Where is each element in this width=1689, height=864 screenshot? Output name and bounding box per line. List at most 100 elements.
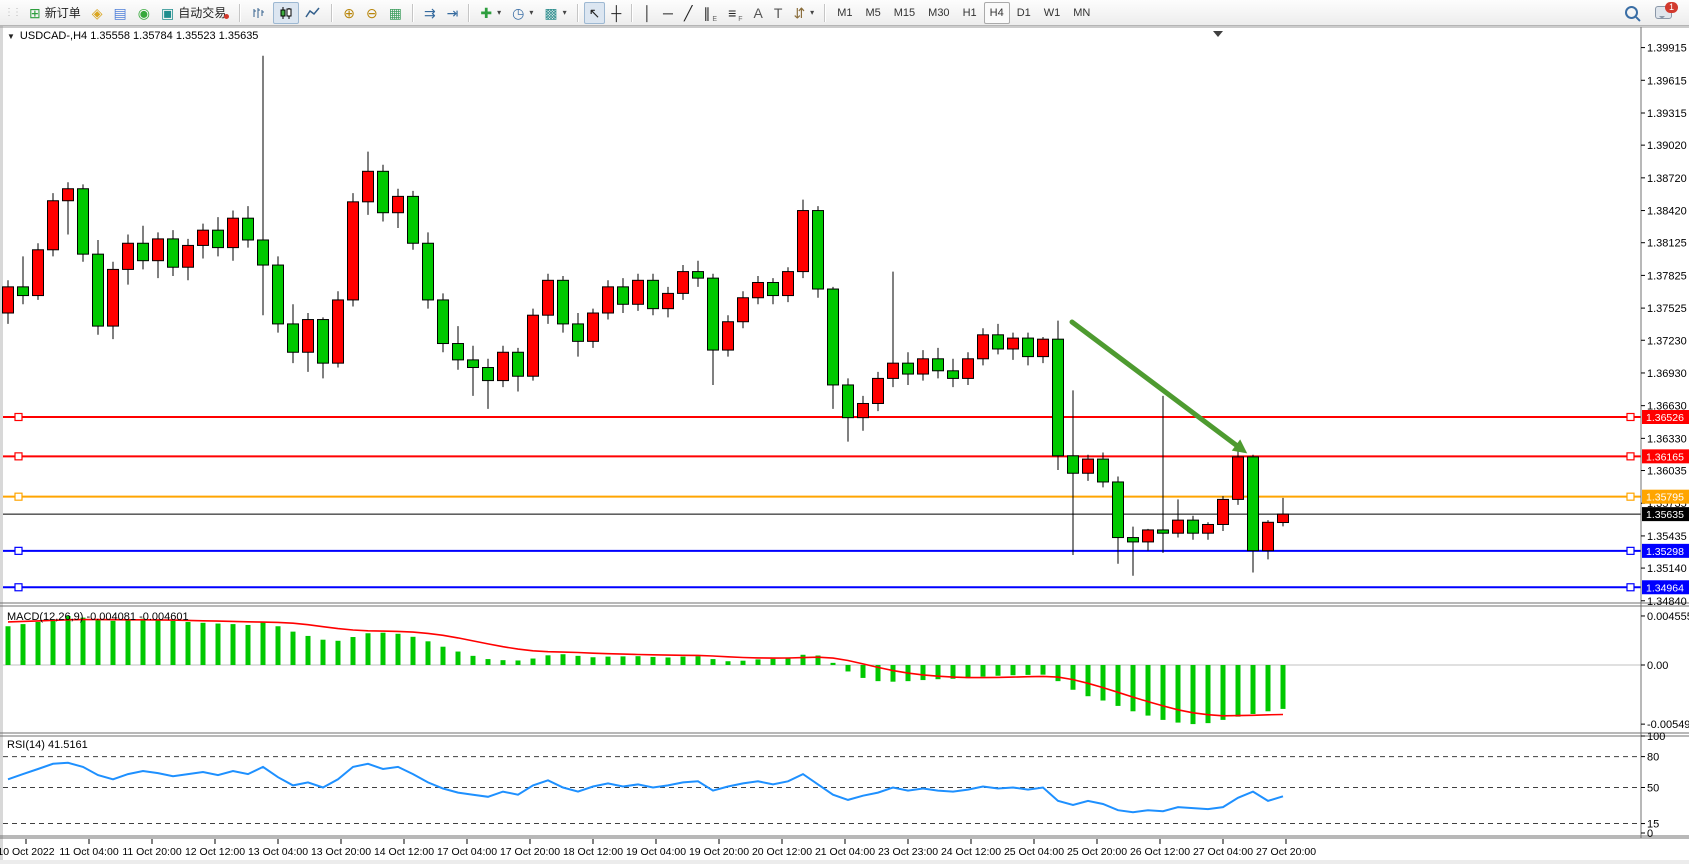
cursor-button[interactable]: ↖ [583, 1, 606, 24]
svg-text:1.36330: 1.36330 [1647, 433, 1687, 445]
horizontal-line-button[interactable]: ─ [658, 2, 678, 24]
rsi-label: RSI(14) 41.5161 [7, 739, 88, 751]
time-label: 19 Oct 20:00 [689, 846, 749, 858]
time-label: 11 Oct 04:00 [59, 846, 119, 858]
macd-histogram-bar [1055, 665, 1061, 682]
auto-scroll-button[interactable]: ⇉ [419, 2, 441, 24]
macd-histogram-bar [860, 665, 866, 678]
time-label: 24 Oct 12:00 [941, 846, 1001, 858]
indicators-button[interactable]: ✚ ▾ [475, 2, 506, 24]
macd-histogram-bar [440, 646, 446, 665]
window-left-edge [0, 26, 3, 864]
line-handle[interactable] [14, 452, 23, 461]
time-label: 27 Oct 20:00 [1256, 846, 1316, 858]
hline-1.36526[interactable] [3, 412, 1641, 422]
price-tag-1.35795: 1.35795 [1642, 489, 1689, 504]
macd-histogram-bar [485, 659, 491, 665]
bar-chart-icon [253, 7, 265, 18]
rsi-panel [3, 756, 1641, 825]
macd-histogram-bar [1190, 665, 1196, 725]
line-handle[interactable] [14, 546, 23, 555]
hline-1.34964[interactable] [3, 583, 1641, 592]
text-label-icon: T [773, 4, 783, 21]
toolbar-separator [331, 3, 334, 22]
trend-arrow[interactable] [1069, 319, 1248, 454]
line-handle[interactable] [1626, 546, 1635, 555]
price-tag-1.36165: 1.36165 [1642, 449, 1689, 464]
chart-shift-button[interactable]: ⇥ [442, 2, 464, 24]
new-order-button[interactable]: ⊞ 新订单 [24, 2, 86, 24]
macd-panel [3, 616, 1641, 725]
chart-profiles-button[interactable]: ◈ [87, 2, 108, 24]
toolbar-separator [411, 3, 414, 22]
time-label: 17 Oct 04:00 [437, 846, 497, 858]
tile-windows-button[interactable]: ▦ [384, 2, 407, 24]
line-handle[interactable] [14, 492, 23, 501]
macd-histogram-bar [1010, 665, 1016, 676]
svg-text:1.36930: 1.36930 [1647, 368, 1687, 380]
periods-button[interactable]: ◷ ▾ [507, 2, 538, 24]
horizontal-line-icon: ─ [663, 4, 673, 21]
timeframe-m5-button[interactable]: M5 [865, 6, 881, 19]
macd-histogram-bar [455, 651, 461, 665]
macd-histogram-bar [410, 636, 416, 665]
timeframe-m1-button[interactable]: M1 [837, 6, 853, 19]
trendline-icon: ╱ [683, 4, 693, 21]
line-handle[interactable] [1626, 583, 1635, 592]
vertical-line-button[interactable]: │ [638, 2, 657, 24]
search-button[interactable] [1620, 2, 1649, 24]
bar-chart-button[interactable] [246, 2, 272, 24]
macd-histogram-bar [980, 665, 986, 677]
text-button[interactable]: A [749, 2, 768, 24]
line-chart-button[interactable] [300, 2, 326, 24]
market-watch-button[interactable]: ▤ [109, 2, 132, 24]
chevron-down-icon: ▾ [497, 8, 502, 17]
notifications-button[interactable]: 1 [1650, 2, 1685, 24]
timeframe-h1-button[interactable]: H1 [962, 6, 977, 19]
line-handle[interactable] [1626, 492, 1635, 501]
fibonacci-button[interactable]: ≡ F [728, 4, 743, 23]
timeframe-mn-button[interactable]: MN [1073, 6, 1091, 19]
autotrading-button[interactable]: ▣ 自动交易 [156, 2, 234, 24]
periods-clock-icon: ◷ [512, 4, 525, 21]
line-handle[interactable] [14, 412, 23, 422]
text-label-button[interactable]: T [769, 2, 788, 24]
arrows-button[interactable]: ⇵ ▾ [788, 2, 819, 24]
line-handle[interactable] [1626, 412, 1635, 422]
candlestick-chart-button[interactable] [273, 1, 300, 24]
hline-1.35795[interactable] [3, 492, 1641, 501]
zoom-in-button[interactable]: ⊕ [338, 2, 360, 24]
timeframe-m30-button[interactable]: M30 [928, 6, 950, 19]
chart-shift-marker-icon[interactable] [1213, 31, 1223, 37]
time-label: 21 Oct 04:00 [815, 846, 875, 858]
hline-1.35298[interactable] [3, 546, 1641, 555]
crosshair-button[interactable]: ┼ [606, 2, 626, 24]
chart-canvas: 1.39915 1.39615 1.39315 1.39020 1.38720 1.384… [0, 26, 1689, 864]
hline-1.36165[interactable] [3, 452, 1641, 461]
timeframe-d1-button[interactable]: D1 [1016, 6, 1031, 19]
line-handle[interactable] [14, 583, 23, 592]
macd-histogram-bar [1220, 665, 1226, 720]
trendline-button[interactable]: ╱ [679, 2, 697, 24]
templates-button[interactable]: ▩ ▾ [539, 2, 571, 24]
macd-histogram-bar [1250, 665, 1256, 714]
time-label: 20 Oct 12:00 [752, 846, 812, 858]
timeframe-h4-button[interactable]: H4 [983, 1, 1010, 24]
chevron-down-icon[interactable]: ▼ [7, 31, 15, 41]
timeframe-w1-button[interactable]: W1 [1043, 6, 1061, 19]
timeframe-m15-button[interactable]: M15 [893, 6, 916, 19]
time-label: 27 Oct 04:00 [1193, 846, 1253, 858]
macd-histogram-bar [920, 665, 926, 681]
zoom-out-button[interactable]: ⊖ [361, 2, 383, 24]
svg-text:1.39315: 1.39315 [1647, 108, 1687, 120]
macd-histogram-bar [1175, 665, 1181, 723]
signals-button[interactable]: ◉ [133, 2, 155, 24]
macd-histogram-bar [635, 656, 641, 665]
macd-histogram-bar [605, 656, 611, 665]
svg-text:1.38420: 1.38420 [1647, 206, 1687, 218]
equidistant-channel-button[interactable]: ∥ E [703, 4, 718, 23]
macd-histogram-bar [80, 617, 86, 665]
line-handle[interactable] [1626, 452, 1635, 461]
macd-histogram-bar [470, 655, 476, 665]
macd-histogram-bar [50, 619, 56, 665]
